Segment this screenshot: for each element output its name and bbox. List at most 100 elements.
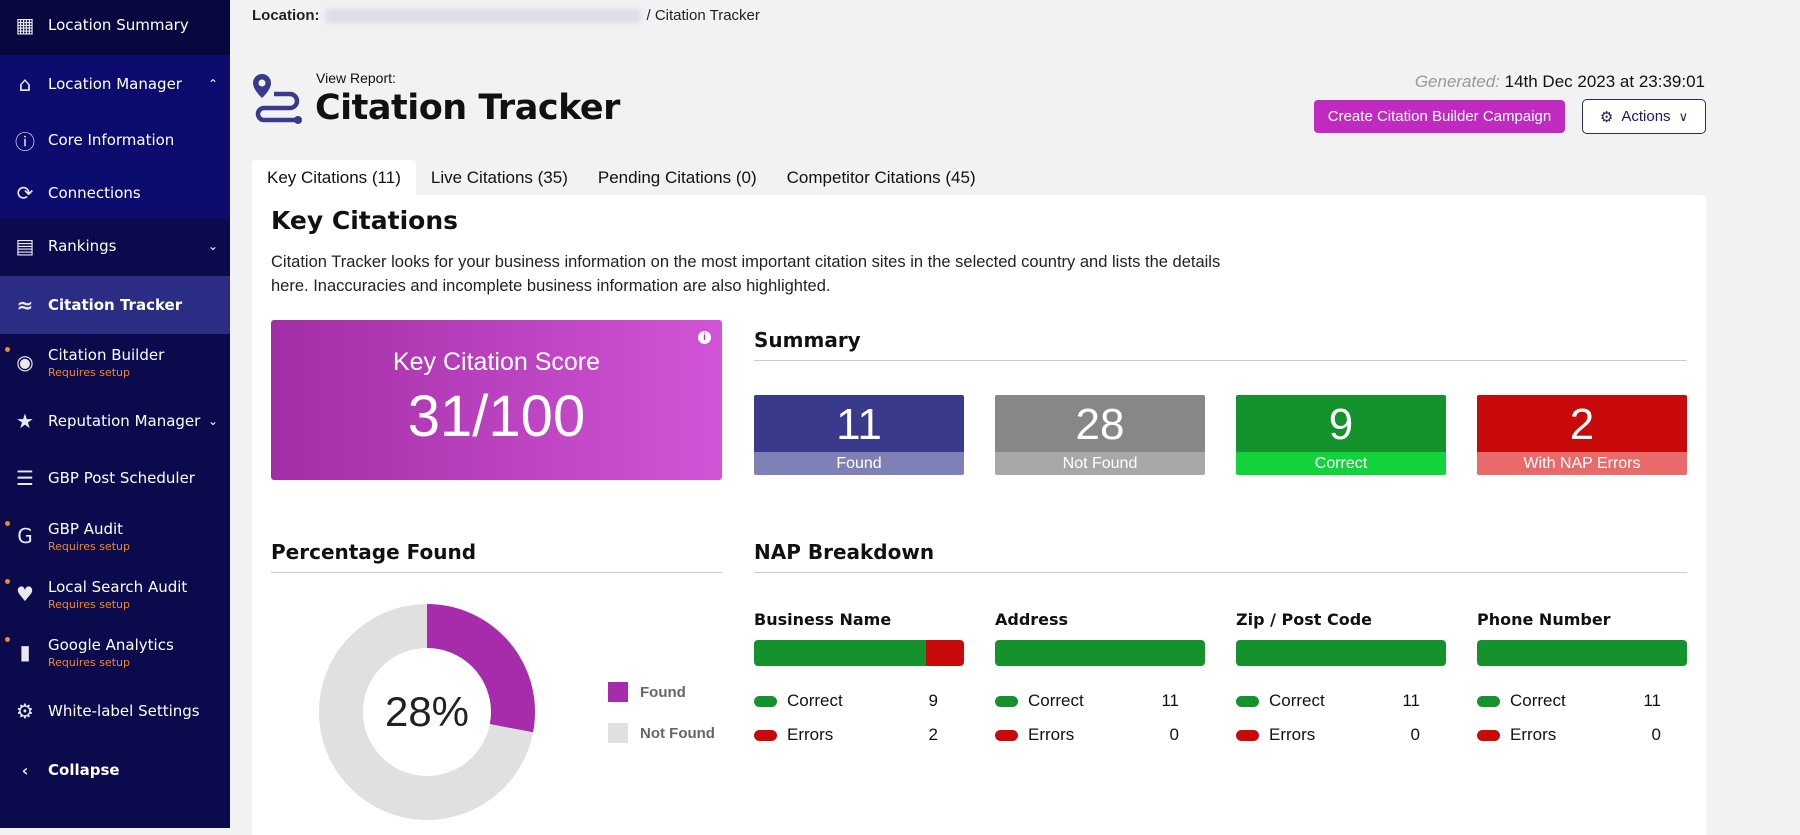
status-dot [5, 347, 10, 352]
nap-breakdown-heading: NAP Breakdown [754, 540, 935, 564]
legend-pill [995, 729, 1018, 741]
nap-bar [995, 640, 1205, 666]
key-citation-score-card: i Key Citation Score 31/100 [271, 320, 722, 480]
legend-pill [1236, 729, 1259, 741]
nap-address: Address Correct 11 Errors 0 [995, 610, 1205, 746]
legend-pill [754, 695, 777, 707]
bar-correct [1236, 640, 1446, 666]
sidebar-item-gbp-post-scheduler[interactable]: ☰ GBP Post Scheduler [0, 453, 230, 503]
summary-card-correct: 9 Correct [1236, 395, 1446, 475]
summary-card-found: 11 Found [754, 395, 964, 475]
view-report-label: View Report: [316, 70, 396, 86]
summary-card-with-nap-errors: 2 With NAP Errors [1477, 395, 1687, 475]
sidebar-item-white-label-settings[interactable]: ⚙ White-label Settings [0, 686, 230, 736]
legend-swatch [608, 682, 628, 702]
tab-3[interactable]: Competitor Citations (45) [786, 168, 976, 187]
legend-pill [1477, 729, 1500, 741]
google-g-icon: G [17, 524, 33, 548]
breadcrumb-current: Citation Tracker [654, 7, 760, 24]
sidebar: ▦ Location Summary ⌂ Location Manager ⌃ ⓘ Core… [0, 0, 230, 828]
sidebar-item-local-search-audit[interactable]: ♥ Local Search Audit Requires setup [0, 569, 230, 619]
info-pin-icon: ⓘ [15, 129, 35, 154]
donut-center-value: 28% [385, 688, 469, 735]
analytics-icon: ▮ [19, 640, 31, 664]
chevron-left-icon: ‹ [21, 760, 29, 780]
legend-swatch [608, 723, 628, 743]
pin-heartbeat-icon: ♥ [16, 582, 34, 606]
legend-not-found: Not Found [608, 723, 715, 743]
breadcrumb: Location: / Citation Tracker [252, 7, 760, 24]
legend-pill [995, 695, 1018, 707]
chevron-down-icon[interactable]: ⌄ [207, 414, 218, 428]
tab-2[interactable]: Pending Citations (0) [597, 168, 757, 187]
collapse-button[interactable]: ‹ Collapse [0, 745, 230, 795]
correct-row: Correct 11 [1236, 690, 1446, 712]
errors-row: Errors 0 [995, 724, 1205, 746]
correct-row: Correct 11 [995, 690, 1205, 712]
sidebar-item-citation-tracker[interactable]: ≈ Citation Tracker [0, 276, 230, 334]
chevron-up-icon[interactable]: ⌃ [207, 77, 218, 91]
info-icon[interactable]: i [698, 331, 711, 344]
sidebar-item-citation-builder[interactable]: ◉ Citation Builder Requires setup [0, 337, 230, 387]
tab-1[interactable]: Live Citations (35) [430, 168, 568, 187]
errors-row: Errors 0 [1477, 724, 1687, 746]
section-description: Citation Tracker looks for your business… [271, 253, 1221, 295]
nap-bar [1477, 640, 1687, 666]
bar-chart-icon: ▤ [15, 234, 35, 258]
nap-phone-number: Phone Number Correct 11 Errors 0 [1477, 610, 1687, 746]
sidebar-item-location-summary[interactable]: ▦ Location Summary [0, 0, 230, 50]
post-list-icon: ☰ [16, 466, 34, 490]
nap-bar [1236, 640, 1446, 666]
gear-icon: ⚙ [16, 699, 34, 723]
page-title: Citation Tracker [315, 88, 620, 128]
gear-icon: ⚙ [1599, 108, 1614, 126]
grid-icon: ▦ [15, 13, 35, 37]
sidebar-item-gbp-audit[interactable]: G GBP Audit Requires setup [0, 511, 230, 561]
map-pins-icon: ◉ [16, 350, 34, 374]
generated-timestamp: Generated: 14th Dec 2023 at 23:39:01 [1414, 72, 1705, 91]
divider [754, 572, 1687, 573]
summary-heading: Summary [754, 328, 861, 352]
sidebar-item-core-information[interactable]: ⓘ Core Information [0, 115, 230, 165]
legend-pill [754, 729, 777, 741]
legend-found: Found [608, 682, 686, 702]
donut-slice-found [319, 604, 535, 820]
section-heading: Key Citations [271, 206, 458, 235]
create-citation-builder-campaign-button[interactable]: Create Citation Builder Campaign [1314, 100, 1565, 133]
home-icon: ⌂ [18, 72, 32, 96]
bar-correct [1477, 640, 1687, 666]
legend-pill [1477, 695, 1500, 707]
bar-correct [995, 640, 1205, 666]
errors-row: Errors 0 [1236, 724, 1446, 746]
percentage-found-heading: Percentage Found [271, 540, 477, 564]
correct-row: Correct 11 [1477, 690, 1687, 712]
connections-icon: ⟳ [16, 181, 34, 205]
bar-errors [925, 640, 964, 666]
star-chat-icon: ★ [16, 409, 34, 433]
sidebar-item-google-analytics[interactable]: ▮ Google Analytics Requires setup [0, 627, 230, 677]
tab-bar: Key Citations (11) Live Citations (35) Pen… [252, 160, 991, 195]
location-name-blurred[interactable] [325, 9, 641, 24]
sidebar-item-location-manager[interactable]: ⌂ Location Manager ⌃ [0, 59, 230, 109]
tab-0[interactable]: Key Citations (11) [252, 160, 416, 195]
nap-business-name: Business Name Correct 9 Errors 2 [754, 610, 964, 746]
legend-pill [1236, 695, 1259, 707]
bar-correct [754, 640, 926, 666]
divider [271, 572, 722, 573]
nap-zip-post-code: Zip / Post Code Correct 11 Errors 0 [1236, 610, 1446, 746]
chevron-down-icon[interactable]: ⌄ [207, 239, 218, 253]
errors-row: Errors 2 [754, 724, 964, 746]
sidebar-item-reputation-manager[interactable]: ★ Reputation Manager ⌄ [0, 396, 230, 446]
status-dot [5, 637, 10, 642]
divider [754, 360, 1687, 361]
route-icon: ≈ [16, 293, 34, 317]
actions-dropdown[interactable]: ⚙ Actions ∨ [1582, 99, 1706, 134]
sidebar-item-connections[interactable]: ⟳ Connections [0, 168, 230, 218]
sidebar-item-rankings[interactable]: ▤ Rankings ⌄ [0, 221, 230, 271]
status-dot [5, 579, 10, 584]
summary-card-not-found: 28 Not Found [995, 395, 1205, 475]
percentage-found-donut: 28% [319, 604, 535, 820]
route-icon [253, 74, 302, 124]
nap-bar [754, 640, 964, 666]
chevron-down-icon: ∨ [1678, 108, 1689, 124]
